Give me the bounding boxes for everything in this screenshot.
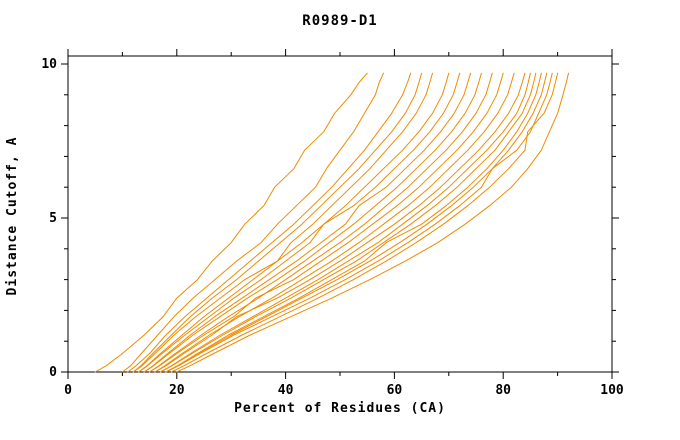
series-line [165, 72, 548, 373]
x-tick-label: 40 [278, 383, 294, 398]
series-line [143, 72, 472, 373]
series-line [94, 72, 368, 373]
y-tick-label: 10 [41, 57, 57, 72]
series-line [149, 72, 504, 373]
plot-area: 0 20 40 60 80 100 0 5 10 [41, 49, 624, 398]
series-line [143, 72, 482, 373]
x-tick-label: 60 [387, 383, 403, 398]
series-line [132, 72, 423, 373]
x-tick-label: 20 [169, 383, 185, 398]
x-tick-label: 80 [495, 383, 511, 398]
series-line [165, 72, 542, 373]
series-line [149, 72, 493, 373]
series-line [160, 72, 531, 373]
y-axis-label: Distance Cutoff, A [5, 137, 20, 296]
series-line [138, 72, 461, 373]
x-tick-label: 0 [64, 383, 72, 398]
series-line [132, 72, 433, 373]
chart-title: R0989-D1 [302, 13, 377, 29]
y-tick-label: 0 [49, 365, 57, 380]
series-line [127, 72, 412, 373]
series-line [170, 72, 559, 373]
series-line [154, 72, 515, 373]
series-line [154, 72, 526, 373]
x-axis-label: Percent of Residues (CA) [234, 401, 446, 416]
series-line [121, 72, 384, 373]
series-line [176, 72, 569, 373]
x-tick-label: 100 [600, 383, 624, 398]
series-line [160, 72, 537, 373]
y-tick-label: 5 [49, 211, 57, 226]
series-line [165, 72, 553, 373]
